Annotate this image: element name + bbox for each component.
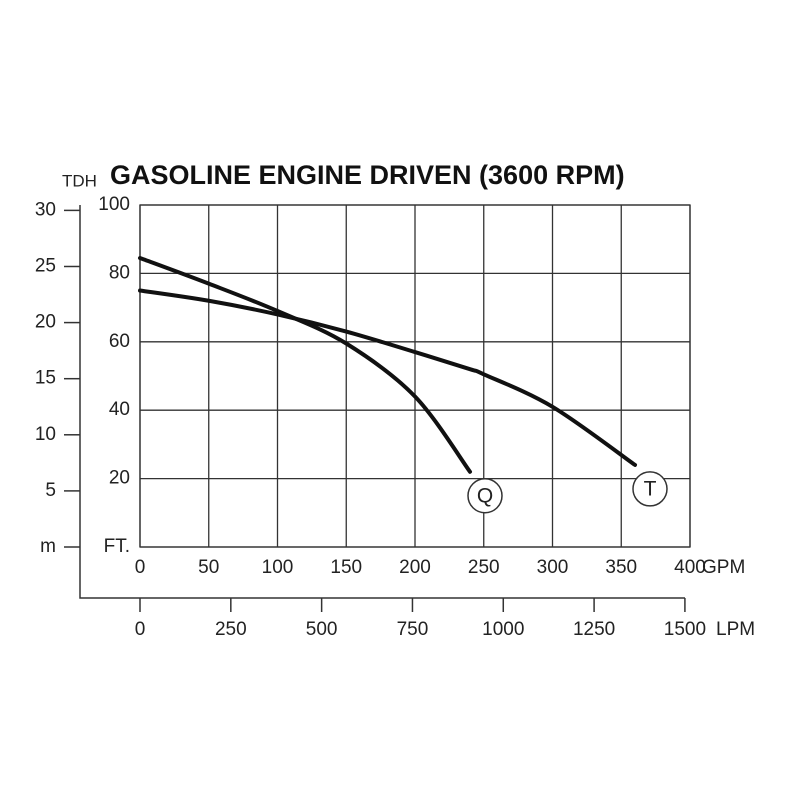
curve-label-circle xyxy=(632,471,668,507)
outer-axis xyxy=(79,205,685,599)
x-tick-label: 350 xyxy=(605,557,637,578)
y2-tick-label: 15 xyxy=(35,368,56,389)
y-tick-label: FT. xyxy=(104,536,130,557)
x-tick-label: 100 xyxy=(262,557,294,578)
y2-tick-label: 20 xyxy=(35,312,56,333)
y2-tick-label: 30 xyxy=(35,199,56,220)
y-tick-label: 40 xyxy=(109,399,130,420)
x-unit: GPM xyxy=(702,557,745,578)
y2-tick-label: 5 xyxy=(45,480,56,501)
x2-unit: LPM xyxy=(716,619,755,640)
x-tick-label: 150 xyxy=(330,557,362,578)
x2-tick-label: 500 xyxy=(306,619,338,640)
y-tick-label: 20 xyxy=(109,468,130,489)
x2-tick-label: 250 xyxy=(215,619,247,640)
y2-tick-label: 25 xyxy=(35,256,56,277)
y-tick-label: 60 xyxy=(109,331,130,352)
x2-tick-label: 1500 xyxy=(664,619,706,640)
x2-tick-label: 0 xyxy=(135,619,146,640)
curve-label-circle xyxy=(467,478,503,514)
x-tick-label: 0 xyxy=(135,557,146,578)
curve-label: T xyxy=(644,477,657,500)
chart-title: GASOLINE ENGINE DRIVEN (3600 RPM) xyxy=(110,160,625,190)
y-tick-label: 100 xyxy=(98,194,130,215)
x-tick-label: 250 xyxy=(468,557,500,578)
curve xyxy=(138,288,637,467)
x-tick-label: 200 xyxy=(399,557,431,578)
y2-tick-label: m xyxy=(40,536,56,557)
curve-label: Q xyxy=(477,484,493,507)
x-tick-label: 50 xyxy=(198,557,219,578)
x2-tick-label: 1000 xyxy=(482,619,524,640)
curve xyxy=(138,256,472,474)
x-tick-label: 400 xyxy=(674,557,706,578)
y2-tick-label: 10 xyxy=(35,424,56,445)
x-tick-label: 300 xyxy=(537,557,569,578)
y-axis-label: TDH xyxy=(62,171,97,190)
x2-tick-label: 1250 xyxy=(573,619,615,640)
x2-tick-label: 750 xyxy=(397,619,429,640)
y-tick-label: 80 xyxy=(109,262,130,283)
